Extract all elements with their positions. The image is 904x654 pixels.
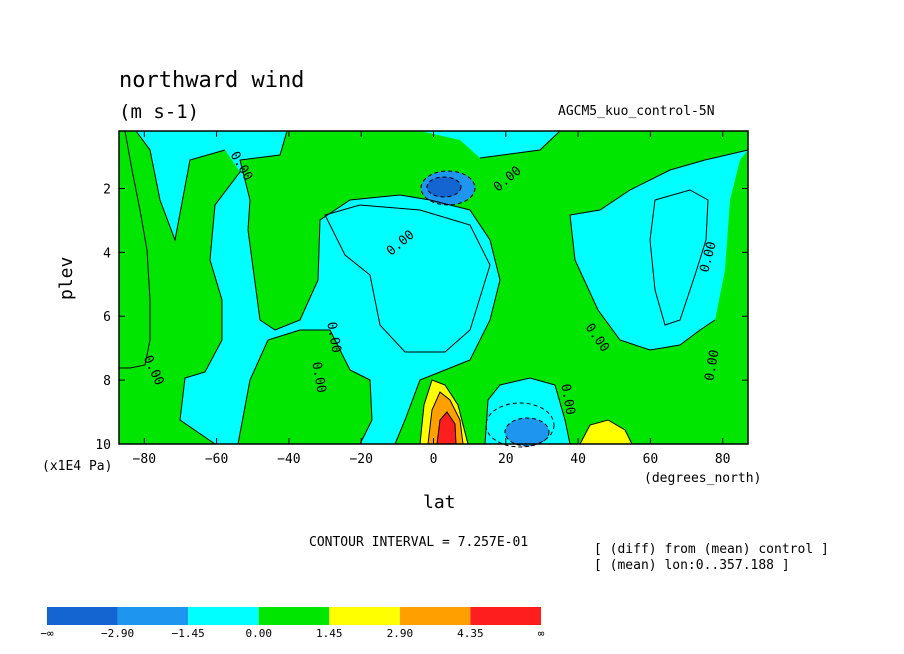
colorbar-swatch-1	[117, 607, 189, 625]
x-tick-label--80: −80	[133, 452, 156, 467]
pos-center-red	[437, 412, 456, 444]
x-axis: −80 −60 −40 −20 0 20 40 60 80	[133, 131, 731, 467]
x-tick-label-60: 60	[643, 452, 659, 467]
contour-label-2: 0.00	[323, 321, 343, 354]
pos-center-right	[580, 420, 632, 444]
colorbar: −∞ −2.90 −1.45 0.00 1.45 2.90 4.35 ∞	[40, 607, 545, 640]
x-tick-label-0: 0	[430, 452, 438, 467]
green-region-left	[119, 131, 240, 444]
x-tick-label-40: 40	[570, 452, 586, 467]
cyan-pocket-mid	[325, 205, 490, 352]
y-units-label: (x1E4 Pa)	[42, 459, 113, 474]
colorbar-label-0: −∞	[40, 627, 54, 640]
cyan-pocket-right	[650, 190, 708, 325]
colorbar-swatch-3	[258, 607, 330, 625]
y-tick-label-6: 6	[103, 310, 111, 325]
colorbar-label-6: 4.35	[457, 627, 484, 640]
y-tick-label-10: 10	[95, 438, 111, 453]
y-axis-title: plev	[56, 256, 77, 300]
contour-interval-text: CONTOUR INTERVAL = 7.257E-01	[309, 535, 529, 550]
x-units-label: (degrees_north)	[644, 471, 762, 486]
neg-center-upper-core	[427, 177, 461, 197]
colorbar-label-5: 2.90	[387, 627, 414, 640]
colorbar-swatch-4	[329, 607, 400, 625]
neg-center-lower	[505, 418, 549, 446]
y-tick-label-2: 2	[103, 182, 111, 197]
y-tick-label-4: 4	[103, 246, 111, 261]
colorbar-label-3: 0.00	[245, 627, 272, 640]
chart-units: (m s-1)	[119, 101, 200, 123]
chart-title: northward wind	[119, 68, 305, 93]
x-tick-label--60: −60	[205, 452, 228, 467]
x-tick-label-80: 80	[715, 452, 731, 467]
x-tick-label--40: −40	[277, 452, 300, 467]
dataset-label: AGCM5_kuo_control-5N	[558, 104, 715, 119]
colorbar-swatch-2	[188, 607, 259, 625]
colorbar-label-2: −1.45	[172, 627, 205, 640]
green-region-top	[240, 131, 748, 444]
note-diff: [ (diff) from (mean) control ]	[594, 542, 829, 557]
colorbar-swatch-6	[470, 607, 541, 625]
x-tick-label--20: −20	[349, 452, 372, 467]
colorbar-swatch-5	[399, 607, 471, 625]
note-mean: [ (mean) lon:0..357.188 ]	[594, 558, 790, 573]
colorbar-label-7: ∞	[538, 627, 545, 640]
contour-label-3: 0.00	[308, 361, 328, 394]
contour-label-9: 0.00	[702, 349, 722, 382]
y-tick-label-8: 8	[103, 374, 111, 389]
contour-label-7: 0.00	[557, 383, 577, 416]
x-axis-title: lat	[423, 492, 456, 513]
contour-lines	[119, 130, 749, 448]
green-region-left-strip	[119, 131, 150, 368]
colorbar-label-1: −2.90	[101, 627, 134, 640]
colorbar-swatch-0	[47, 607, 118, 625]
x-tick-label-20: 20	[498, 452, 514, 467]
y-axis: 2 4 6 8 10	[95, 182, 748, 453]
colorbar-label-4: 1.45	[316, 627, 343, 640]
green-region-south-mid	[238, 330, 372, 444]
